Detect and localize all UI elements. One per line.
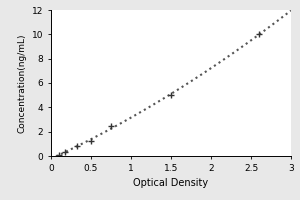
Y-axis label: Concentration(ng/mL): Concentration(ng/mL) [17,33,26,133]
X-axis label: Optical Density: Optical Density [134,178,208,188]
